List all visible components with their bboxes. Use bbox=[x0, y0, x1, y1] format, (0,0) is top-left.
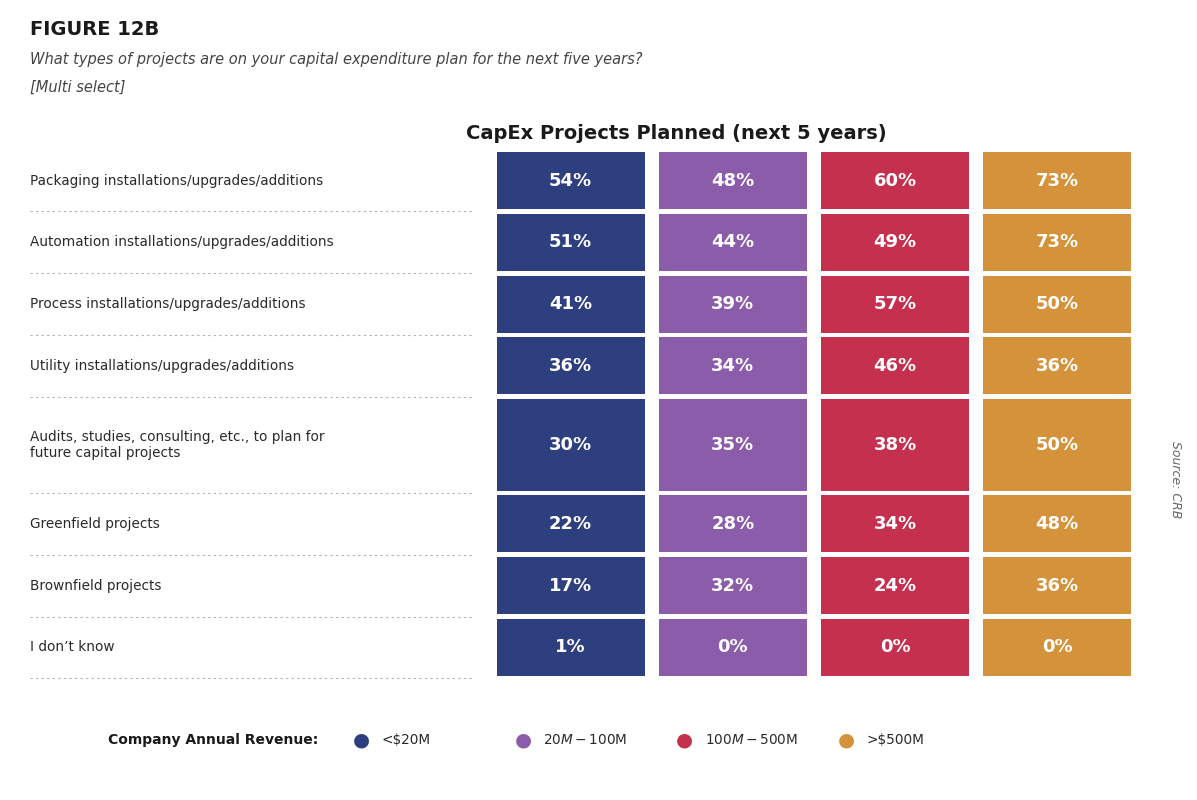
Text: <$20M: <$20M bbox=[382, 733, 431, 747]
Text: [Multi select]: [Multi select] bbox=[30, 80, 126, 95]
Text: Process installations/upgrades/additions: Process installations/upgrades/additions bbox=[30, 297, 305, 311]
FancyBboxPatch shape bbox=[497, 619, 644, 676]
Text: 36%: 36% bbox=[1035, 577, 1078, 594]
Text: CapEx Projects Planned (next 5 years): CapEx Projects Planned (next 5 years) bbox=[466, 124, 887, 143]
Text: 36%: 36% bbox=[549, 357, 593, 375]
FancyBboxPatch shape bbox=[984, 399, 1131, 490]
FancyBboxPatch shape bbox=[821, 338, 968, 394]
FancyBboxPatch shape bbox=[984, 276, 1131, 333]
Text: 48%: 48% bbox=[1035, 515, 1078, 533]
FancyBboxPatch shape bbox=[821, 214, 968, 271]
FancyBboxPatch shape bbox=[821, 399, 968, 490]
Text: ●: ● bbox=[676, 730, 693, 750]
Text: I don’t know: I don’t know bbox=[30, 641, 115, 654]
FancyBboxPatch shape bbox=[984, 214, 1131, 271]
FancyBboxPatch shape bbox=[984, 338, 1131, 394]
Text: 44%: 44% bbox=[711, 234, 754, 251]
FancyBboxPatch shape bbox=[497, 152, 644, 209]
Text: 36%: 36% bbox=[1035, 357, 1078, 375]
FancyBboxPatch shape bbox=[658, 557, 807, 614]
FancyBboxPatch shape bbox=[497, 276, 644, 333]
Text: 0%: 0% bbox=[717, 638, 748, 657]
Text: 48%: 48% bbox=[711, 171, 754, 190]
Text: 57%: 57% bbox=[874, 295, 917, 313]
Text: 38%: 38% bbox=[874, 436, 917, 454]
Text: 17%: 17% bbox=[549, 577, 593, 594]
Text: 22%: 22% bbox=[549, 515, 593, 533]
Text: 54%: 54% bbox=[549, 171, 593, 190]
Text: 60%: 60% bbox=[874, 171, 917, 190]
Text: 39%: 39% bbox=[711, 295, 754, 313]
FancyBboxPatch shape bbox=[984, 619, 1131, 676]
FancyBboxPatch shape bbox=[984, 152, 1131, 209]
FancyBboxPatch shape bbox=[497, 495, 644, 552]
FancyBboxPatch shape bbox=[658, 338, 807, 394]
FancyBboxPatch shape bbox=[658, 152, 807, 209]
Text: Audits, studies, consulting, etc., to plan for
future capital projects: Audits, studies, consulting, etc., to pl… bbox=[30, 430, 324, 460]
Text: 28%: 28% bbox=[711, 515, 754, 533]
FancyBboxPatch shape bbox=[497, 399, 644, 490]
Text: What types of projects are on your capital expenditure plan for the next five ye: What types of projects are on your capit… bbox=[30, 52, 643, 67]
Text: ●: ● bbox=[515, 730, 531, 750]
Text: 49%: 49% bbox=[874, 234, 917, 251]
Text: 32%: 32% bbox=[711, 577, 754, 594]
Text: $20M - $100M: $20M - $100M bbox=[543, 733, 627, 747]
Text: FIGURE 12B: FIGURE 12B bbox=[30, 20, 159, 39]
FancyBboxPatch shape bbox=[658, 276, 807, 333]
FancyBboxPatch shape bbox=[658, 399, 807, 490]
FancyBboxPatch shape bbox=[497, 214, 644, 271]
Text: >$500M: >$500M bbox=[867, 733, 924, 747]
Text: ●: ● bbox=[353, 730, 370, 750]
Text: Company Annual Revenue:: Company Annual Revenue: bbox=[108, 733, 318, 747]
Text: 73%: 73% bbox=[1035, 234, 1078, 251]
FancyBboxPatch shape bbox=[658, 495, 807, 552]
FancyBboxPatch shape bbox=[658, 214, 807, 271]
FancyBboxPatch shape bbox=[497, 557, 644, 614]
Text: ●: ● bbox=[838, 730, 855, 750]
Text: 1%: 1% bbox=[555, 638, 587, 657]
Text: 30%: 30% bbox=[549, 436, 593, 454]
Text: 34%: 34% bbox=[874, 515, 917, 533]
Text: 41%: 41% bbox=[549, 295, 593, 313]
FancyBboxPatch shape bbox=[821, 557, 968, 614]
Text: 50%: 50% bbox=[1035, 295, 1078, 313]
FancyBboxPatch shape bbox=[821, 276, 968, 333]
Text: Automation installations/upgrades/additions: Automation installations/upgrades/additi… bbox=[30, 235, 334, 250]
Text: Utility installations/upgrades/additions: Utility installations/upgrades/additions bbox=[30, 359, 294, 373]
Text: 0%: 0% bbox=[1041, 638, 1073, 657]
Text: 50%: 50% bbox=[1035, 436, 1078, 454]
Text: Source: CRB: Source: CRB bbox=[1169, 442, 1181, 518]
FancyBboxPatch shape bbox=[821, 495, 968, 552]
Text: 24%: 24% bbox=[874, 577, 917, 594]
Text: $100M - $500M: $100M - $500M bbox=[705, 733, 798, 747]
FancyBboxPatch shape bbox=[984, 495, 1131, 552]
FancyBboxPatch shape bbox=[497, 338, 644, 394]
FancyBboxPatch shape bbox=[984, 557, 1131, 614]
Text: 73%: 73% bbox=[1035, 171, 1078, 190]
Text: 51%: 51% bbox=[549, 234, 593, 251]
Text: 34%: 34% bbox=[711, 357, 754, 375]
FancyBboxPatch shape bbox=[658, 619, 807, 676]
Text: Greenfield projects: Greenfield projects bbox=[30, 517, 160, 531]
FancyBboxPatch shape bbox=[821, 152, 968, 209]
Text: 0%: 0% bbox=[880, 638, 911, 657]
Text: 35%: 35% bbox=[711, 436, 754, 454]
Text: Packaging installations/upgrades/additions: Packaging installations/upgrades/additio… bbox=[30, 174, 323, 187]
Text: Brownfield projects: Brownfield projects bbox=[30, 578, 162, 593]
FancyBboxPatch shape bbox=[821, 619, 968, 676]
Text: 46%: 46% bbox=[874, 357, 917, 375]
